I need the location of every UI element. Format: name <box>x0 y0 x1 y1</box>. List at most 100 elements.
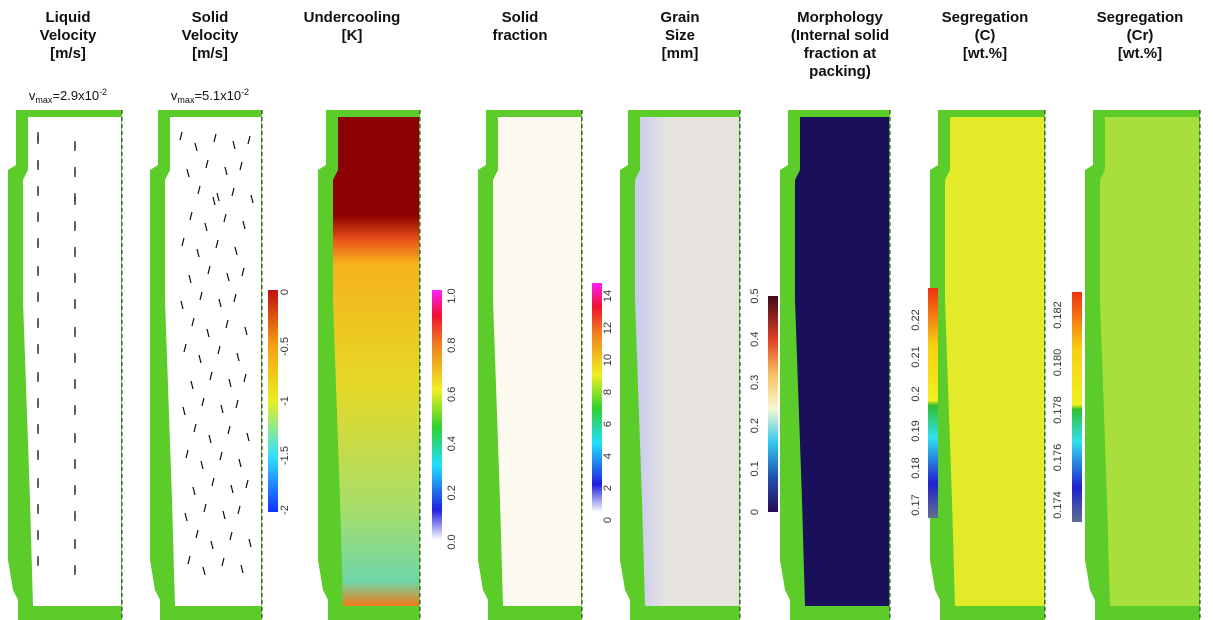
velocity-arrow <box>218 298 222 308</box>
velocity-arrow <box>187 555 191 565</box>
velocity-arrow <box>216 192 220 202</box>
vmax-symbol: v <box>171 88 178 103</box>
panel-title: Solid <box>192 9 229 26</box>
velocity-arrow <box>186 168 190 178</box>
panel-title: fraction at <box>804 45 877 62</box>
velocity-arrow <box>188 274 192 284</box>
panel-title: (Cr) <box>1127 27 1154 44</box>
velocity-arrow <box>221 557 225 567</box>
velocity-arrow <box>247 135 251 145</box>
velocity-arrow <box>245 479 249 489</box>
panel-title: Undercooling <box>304 9 401 26</box>
velocity-arrow <box>235 399 239 409</box>
velocity-arrow <box>181 237 185 247</box>
velocity-arrow <box>196 248 200 258</box>
colorbar-tick-label: 0.17 <box>910 494 922 515</box>
colorbar-tick-label: 0.2 <box>910 386 922 401</box>
panel-title: Segregation <box>1097 9 1184 26</box>
panel: Segregation(Cr)[wt.%] 0.182 0.180 0.178 0.17… <box>1052 9 1201 620</box>
panel-title: Grain <box>660 9 699 26</box>
colorbar-tick-label: 0.6 <box>446 387 458 402</box>
vmax-sup: -2 <box>241 87 249 97</box>
colorbar-tick-label: 0.182 <box>1052 301 1064 329</box>
velocity-arrow <box>236 352 240 362</box>
panel-title: [K] <box>342 27 363 44</box>
velocity-arrow <box>189 211 193 221</box>
colorbar <box>928 288 938 518</box>
colorbar-tick-label: 0.8 <box>446 338 458 353</box>
panel-title: Solid <box>502 9 539 26</box>
velocity-arrow <box>195 529 199 539</box>
panel: Undercooling[K] 0 -0.5 -1 -1.5 -2 <box>268 9 421 620</box>
panel-title: Morphology <box>797 9 883 26</box>
velocity-arrow <box>242 220 246 230</box>
velocity-arrow <box>230 484 234 494</box>
velocity-arrow <box>233 293 237 303</box>
panel-title: [wt.%] <box>1118 45 1162 62</box>
panel-title: (C) <box>975 27 996 44</box>
velocity-arrow <box>229 531 233 541</box>
velocity-arrow <box>237 505 241 515</box>
velocity-arrow <box>192 486 196 496</box>
melt-domain <box>493 117 581 606</box>
vmax-label: vmax=5.1x10-2 <box>171 87 249 105</box>
velocity-arrow <box>199 291 203 301</box>
velocity-arrow <box>219 451 223 461</box>
panel-title: [mm] <box>662 45 699 62</box>
panel-title: [m/s] <box>192 45 228 62</box>
colorbar-tick-label: 0.19 <box>910 420 922 441</box>
velocity-arrow <box>198 354 202 364</box>
vmax-sup: -2 <box>99 87 107 97</box>
velocity-arrow <box>240 564 244 574</box>
velocity-arrow <box>244 326 248 336</box>
velocity-arrow <box>182 406 186 416</box>
colorbar <box>768 296 778 512</box>
velocity-arrow <box>183 343 187 353</box>
velocity-arrow <box>185 449 189 459</box>
colorbar-tick-label: 8 <box>602 389 614 395</box>
melt-domain <box>333 117 419 606</box>
colorbar-tick-label: 0.18 <box>910 457 922 478</box>
colorbar-tick-label: 0.2 <box>446 485 458 500</box>
panel-title: Segregation <box>942 9 1029 26</box>
velocity-arrow <box>220 404 224 414</box>
velocity-arrow <box>226 272 230 282</box>
vmax-text: =5.1x10 <box>194 88 241 103</box>
colorbar-tick-label: 14 <box>602 290 614 302</box>
melt-domain <box>635 117 739 606</box>
velocity-arrow <box>212 196 216 206</box>
melt-domain <box>23 117 121 606</box>
velocity-arrow <box>228 378 232 388</box>
vmax-text: =2.9x10 <box>52 88 99 103</box>
vmax-symbol: v <box>29 88 36 103</box>
colorbar-tick-label: 1.0 <box>446 288 458 303</box>
velocity-arrow <box>248 538 252 548</box>
velocity-arrow <box>207 265 211 275</box>
velocity-arrow <box>211 477 215 487</box>
colorbar-tick-label: 2 <box>602 485 614 491</box>
velocity-arrow <box>225 319 229 329</box>
velocity-arrow <box>205 159 209 169</box>
velocity-arrow <box>180 300 184 310</box>
colorbar-tick-label: -1 <box>279 396 291 406</box>
velocity-arrow <box>191 317 195 327</box>
velocity-arrow <box>201 397 205 407</box>
colorbar <box>268 290 278 512</box>
colorbar-tick-label: 0.0 <box>446 534 458 549</box>
velocity-arrow <box>250 194 254 204</box>
velocity-arrow <box>210 540 214 550</box>
velocity-arrow <box>208 434 212 444</box>
vmax-sub: max <box>177 95 195 105</box>
melt-domain <box>1100 117 1199 606</box>
colorbar-tick-label: 0.180 <box>1052 349 1064 377</box>
melt-domain <box>945 117 1044 606</box>
colorbar-tick-label: 0.1 <box>749 461 761 476</box>
velocity-arrow <box>222 510 226 520</box>
velocity-arrow <box>197 185 201 195</box>
colorbar-tick-label: 0.4 <box>446 436 458 451</box>
